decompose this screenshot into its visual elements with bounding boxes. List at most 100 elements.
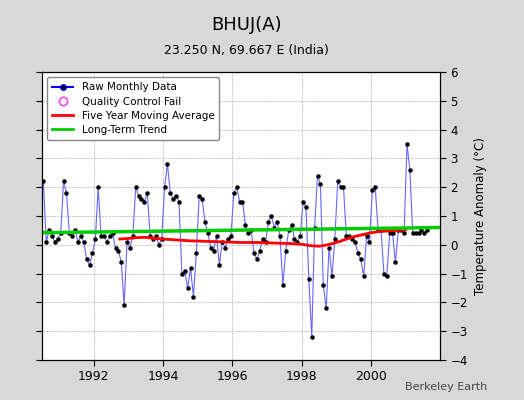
Point <box>233 184 241 190</box>
Point <box>388 230 397 236</box>
Point <box>178 270 186 277</box>
Point <box>175 198 183 205</box>
Point <box>22 285 30 291</box>
Point <box>391 259 400 265</box>
Point <box>345 233 354 239</box>
Point <box>394 227 402 234</box>
Point <box>77 233 85 239</box>
Point <box>308 334 316 340</box>
Point <box>143 190 151 196</box>
Point <box>420 230 429 236</box>
Point <box>221 244 230 251</box>
Point <box>25 233 33 239</box>
Point <box>187 265 195 271</box>
Point <box>293 239 301 245</box>
Text: Berkeley Earth: Berkeley Earth <box>405 382 487 392</box>
Point <box>210 247 218 254</box>
Point <box>192 250 201 257</box>
Point <box>313 172 322 179</box>
Point <box>218 239 226 245</box>
Y-axis label: Temperature Anomaly (°C): Temperature Anomaly (°C) <box>474 137 486 295</box>
Point <box>160 184 169 190</box>
Point <box>316 181 324 188</box>
Point <box>91 236 100 242</box>
Point <box>331 236 339 242</box>
Point <box>285 227 293 234</box>
Point <box>386 230 394 236</box>
Point <box>204 230 212 236</box>
Point <box>146 233 155 239</box>
Point <box>183 285 192 291</box>
Point <box>140 198 148 205</box>
Point <box>100 233 108 239</box>
Point <box>195 193 203 199</box>
Point <box>36 196 45 202</box>
Point <box>181 268 189 274</box>
Point <box>348 236 356 242</box>
Point <box>253 256 261 262</box>
Point <box>137 196 146 202</box>
Point <box>328 273 336 280</box>
Point <box>342 233 351 239</box>
Point <box>45 227 53 234</box>
Text: 23.250 N, 69.667 E (India): 23.250 N, 69.667 E (India) <box>164 44 329 57</box>
Legend: Raw Monthly Data, Quality Control Fail, Five Year Moving Average, Long-Term Tren: Raw Monthly Data, Quality Control Fail, … <box>47 77 220 140</box>
Point <box>155 242 163 248</box>
Point <box>256 247 264 254</box>
Point <box>34 236 42 242</box>
Point <box>105 233 114 239</box>
Point <box>206 244 215 251</box>
Point <box>117 259 125 265</box>
Point <box>166 190 174 196</box>
Point <box>359 273 368 280</box>
Point <box>276 233 284 239</box>
Point <box>62 190 71 196</box>
Point <box>290 236 299 242</box>
Point <box>247 227 255 234</box>
Point <box>403 141 411 147</box>
Point <box>128 233 137 239</box>
Point <box>120 302 128 308</box>
Point <box>397 227 406 234</box>
Point <box>258 236 267 242</box>
Point <box>215 262 224 268</box>
Point <box>126 244 134 251</box>
Point <box>169 196 178 202</box>
Point <box>363 233 371 239</box>
Point <box>132 184 140 190</box>
Point <box>296 233 304 239</box>
Point <box>201 218 209 225</box>
Point <box>261 239 270 245</box>
Point <box>414 230 423 236</box>
Point <box>319 282 328 288</box>
Point <box>97 233 105 239</box>
Point <box>158 236 166 242</box>
Point <box>368 187 377 193</box>
Point <box>103 239 111 245</box>
Point <box>189 294 198 300</box>
Point <box>94 184 102 190</box>
Point <box>123 239 131 245</box>
Point <box>74 239 82 245</box>
Point <box>68 233 77 239</box>
Point <box>82 256 91 262</box>
Point <box>310 224 319 231</box>
Point <box>59 178 68 185</box>
Point <box>354 250 362 257</box>
Point <box>152 233 160 239</box>
Point <box>409 230 417 236</box>
Point <box>423 227 431 234</box>
Point <box>304 276 313 282</box>
Point <box>238 198 247 205</box>
Point <box>287 222 296 228</box>
Point <box>365 239 374 245</box>
Point <box>108 230 117 236</box>
Point <box>336 184 345 190</box>
Point <box>212 233 221 239</box>
Point <box>48 233 56 239</box>
Point <box>411 230 420 236</box>
Point <box>224 236 232 242</box>
Point <box>371 184 379 190</box>
Point <box>322 305 330 311</box>
Point <box>302 204 310 210</box>
